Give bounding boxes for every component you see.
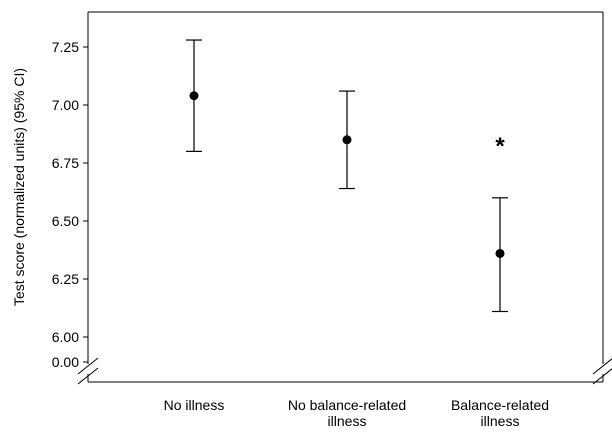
annotations: * [495, 133, 505, 160]
x-tick-label-1-line-1: illness [328, 413, 367, 429]
axis-break-left-mark-2 [77, 367, 99, 385]
y-tick-label-6: 7.25 [52, 39, 79, 55]
x-tick-label-1: No balance-related illness [288, 397, 406, 429]
data-point-0 [189, 91, 199, 101]
y-tick-label-4: 6.75 [52, 155, 79, 171]
y-tick-label-0: 0.00 [52, 354, 79, 370]
x-tick-label-0-line-0: No illness [164, 397, 225, 413]
x-tick-label-2: Balance-related illness [451, 397, 549, 429]
error-bar-series [186, 39, 508, 313]
axis-break-left-mark-1 [77, 357, 99, 375]
axis-break-right-mark-2 [592, 368, 612, 385]
x-tick-label-1-line-0: No balance-related [288, 397, 406, 413]
y-axis-title: Test score (normalized units) (95% CI) [11, 68, 27, 306]
axis-break-right-mark-1 [592, 358, 612, 375]
y-tick-label-3: 6.50 [52, 213, 79, 229]
data-point-1 [342, 135, 352, 145]
x-axis-ticks: No illness No balance-related illnessBalan… [164, 397, 549, 429]
significance-marker-0: * [495, 133, 505, 160]
x-tick-label-2-line-0: Balance-related [451, 397, 549, 413]
x-tick-label-2-line-1: illness [481, 413, 520, 429]
y-tick-label-2: 6.25 [52, 271, 79, 287]
y-axis-ticks: 0.00 6.00 6.25 6.50 6.75 7.00 7.25 [52, 39, 88, 370]
data-point-group-0 [186, 39, 202, 152]
data-point-2 [495, 248, 505, 258]
y-tick-label-1: 6.00 [52, 329, 79, 345]
data-point-group-2 [492, 197, 508, 313]
plot-frame [77, 11, 612, 385]
data-point-group-1 [339, 90, 355, 190]
x-tick-label-0: No illness [164, 397, 225, 413]
y-tick-label-5: 7.00 [52, 97, 79, 113]
